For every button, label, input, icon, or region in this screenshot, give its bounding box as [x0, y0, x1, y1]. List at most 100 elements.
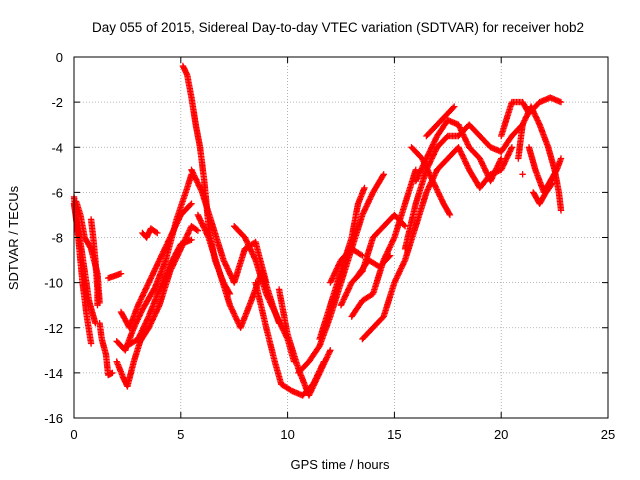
data-point [424, 166, 431, 173]
data-point [194, 211, 202, 219]
data-point [308, 386, 315, 393]
data-point [245, 241, 252, 248]
data-point [557, 155, 565, 162]
data-point [392, 276, 399, 283]
data-point [263, 290, 270, 298]
data-track [327, 245, 366, 286]
data-point [221, 258, 228, 265]
data-point [503, 155, 510, 162]
data-point [154, 229, 161, 237]
data-point [389, 238, 396, 245]
data-point [136, 299, 143, 306]
data-point [158, 252, 165, 259]
data-point [151, 285, 158, 292]
data-point [434, 187, 441, 195]
data-point [196, 214, 203, 221]
data-point [166, 234, 174, 241]
data-point [200, 223, 207, 230]
data-point [144, 314, 152, 322]
data-point [136, 331, 144, 338]
data-point [152, 265, 159, 272]
data-point [335, 261, 343, 268]
data-point [398, 263, 405, 271]
data-point [435, 189, 442, 196]
data-point [319, 364, 326, 371]
data-point [420, 158, 427, 165]
data-point [316, 369, 323, 377]
data-point [395, 271, 402, 278]
data-point [394, 272, 401, 279]
data-point [187, 201, 194, 208]
data-point [327, 347, 334, 354]
data-point [325, 349, 333, 357]
data-point [309, 385, 316, 392]
data-point [529, 106, 536, 113]
data-point [461, 134, 468, 141]
data-point [431, 137, 439, 144]
data-point [357, 251, 365, 258]
data-point [318, 365, 325, 372]
data-point [431, 180, 438, 188]
data-point [425, 151, 432, 158]
data-point [144, 316, 151, 323]
data-point [386, 244, 393, 251]
data-point [148, 273, 155, 281]
data-point [227, 303, 234, 310]
data-point [265, 294, 272, 302]
data-point [464, 141, 471, 148]
data-point [417, 168, 424, 175]
data-point [150, 268, 158, 275]
data-point [224, 265, 231, 272]
data-point [481, 165, 488, 172]
x-tick-label: 0 [70, 427, 77, 442]
data-point [427, 173, 434, 181]
data-point [315, 372, 322, 379]
data-point [196, 183, 203, 190]
data-point [456, 124, 463, 131]
y-tick-label: -2 [51, 95, 63, 110]
data-point [174, 217, 182, 224]
y-axis-label: SDTVAR / TECUs [6, 185, 21, 290]
data-point [480, 163, 487, 171]
data-point [152, 228, 160, 236]
data-point [202, 228, 210, 236]
data-point [386, 252, 394, 259]
data-point [154, 259, 162, 267]
data-point [226, 302, 234, 309]
data-point [168, 230, 176, 237]
data-point [478, 159, 485, 166]
data-point [455, 145, 463, 152]
data-point [320, 361, 327, 368]
data-point [184, 230, 192, 237]
data-point [158, 281, 165, 289]
data-point [154, 306, 161, 313]
data-point [197, 186, 204, 193]
data-point [152, 309, 160, 316]
data-point [189, 169, 196, 176]
data-point [144, 282, 151, 289]
data-point [267, 299, 274, 306]
data-track [96, 320, 116, 379]
data-point [457, 127, 465, 134]
data-point [275, 317, 283, 324]
data-point [204, 232, 212, 240]
tick-labels: 0 5 10 15 20 25 0 -2 -4 -6 -8 -10 -12 -14 -16 [44, 50, 615, 442]
data-point [432, 169, 439, 176]
data-point [345, 286, 352, 293]
data-point [429, 142, 436, 149]
data-point [497, 156, 504, 164]
data-point [345, 285, 353, 292]
data-point [154, 304, 162, 312]
data-point [451, 103, 458, 110]
data-point [341, 293, 349, 300]
data-point [399, 262, 406, 269]
data-track [316, 184, 368, 343]
x-tick-label: 20 [494, 427, 508, 442]
data-point [423, 187, 431, 195]
data-point [152, 263, 160, 271]
data-point [341, 294, 348, 302]
data-point [138, 293, 146, 300]
data-point [343, 290, 350, 298]
data-point [220, 256, 227, 264]
data-point [267, 300, 275, 307]
